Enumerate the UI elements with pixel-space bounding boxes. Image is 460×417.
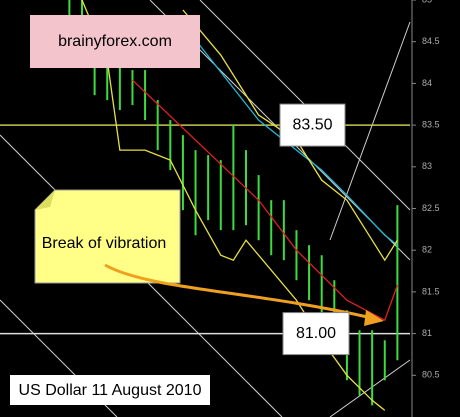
note: Break of vibration bbox=[42, 235, 167, 252]
caption-box bbox=[10, 375, 210, 405]
indicator-line bbox=[132, 79, 398, 322]
y-tick-label: 81.5 bbox=[422, 286, 440, 296]
indicator-line bbox=[182, 9, 398, 262]
y-tick-label: 80.5 bbox=[422, 370, 440, 380]
indicator-line bbox=[81, 0, 386, 411]
note-fold bbox=[35, 190, 55, 210]
caption: US Dollar 11 August 2010 bbox=[19, 382, 202, 399]
watermark: brainyforex.com bbox=[58, 33, 172, 50]
level-box bbox=[279, 103, 346, 147]
y-tick-label: 82 bbox=[422, 245, 432, 255]
y-tick-label: 84.5 bbox=[422, 36, 440, 46]
level-label: 83.50 bbox=[292, 116, 332, 133]
y-tick-label: 85 bbox=[422, 0, 432, 4]
arrow bbox=[104, 263, 373, 320]
y-tick-label: 81 bbox=[422, 328, 432, 338]
y-tick-label: 82.5 bbox=[422, 203, 440, 213]
arrow-head bbox=[364, 310, 384, 326]
y-tick-label: 84 bbox=[422, 78, 432, 88]
watermark-box bbox=[30, 15, 200, 68]
indicator-line bbox=[195, 39, 398, 246]
level-box bbox=[282, 312, 350, 356]
level-label: 81.00 bbox=[296, 325, 336, 342]
y-tick-label: 83.5 bbox=[422, 119, 440, 129]
y-tick-label: 83 bbox=[422, 161, 432, 171]
